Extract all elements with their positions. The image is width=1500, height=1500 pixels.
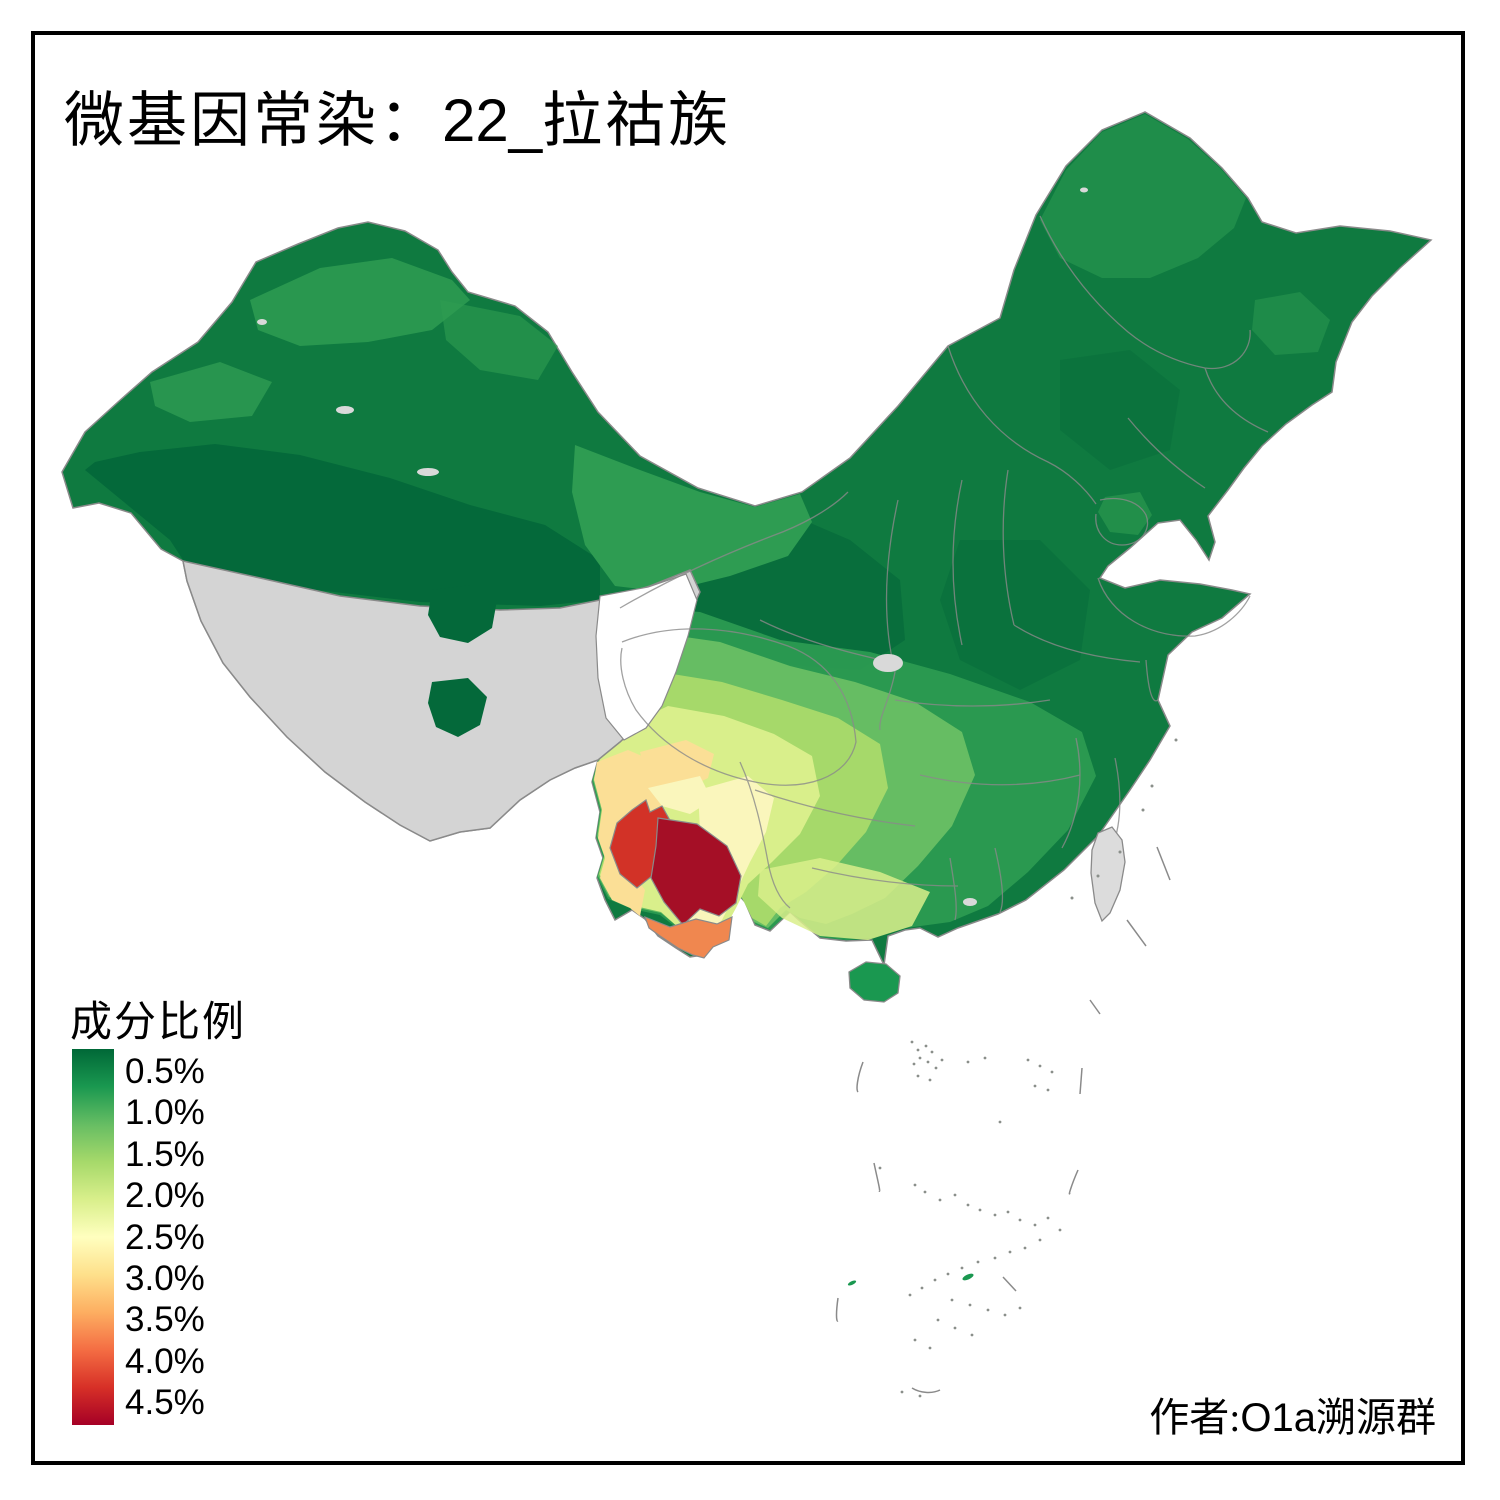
region-puer-dark-red (650, 817, 742, 926)
green-islet-west (847, 1280, 857, 1286)
legend-tick: 0.5% (125, 1052, 205, 1091)
title-ethnic: 拉祜族 (542, 88, 732, 154)
legend-tick: 2.5% (125, 1217, 205, 1257)
legend-title: 成分比例 (70, 1000, 247, 1046)
legend-gradient-bar (72, 1049, 114, 1425)
attribution: 作者:O1a溯源群 (1149, 1385, 1436, 1443)
legend-tick: 2.0% (125, 1176, 205, 1216)
attribution-prefix: 作者: (1149, 1395, 1241, 1440)
taiwan-island (1090, 826, 1126, 923)
attribution-suffix: 溯源群 (1316, 1395, 1436, 1440)
patch-pale-green-guangxi (758, 858, 930, 940)
lakes (257, 187, 1088, 906)
white-no-data-wedge (595, 573, 698, 741)
region-xishuangbanna-orange (643, 915, 733, 959)
tibet-green-enclaves (428, 585, 497, 737)
legend-tick: 1.0% (125, 1093, 205, 1133)
page-title: 微基因常染：22_拉祜族 (64, 72, 731, 159)
legend-tick: 3.0% (125, 1258, 205, 1298)
title-zh-prefix: 微基因常染： (64, 88, 442, 154)
legend-tick-labels: 0.5% 1.0% 1.5% 2.0% 2.5% 3.0% 3.5% 4.0% … (125, 1051, 205, 1424)
green-islet-spratly (962, 1273, 974, 1281)
legend-tick: 1.5% (125, 1134, 205, 1174)
attribution-group: O1a (1240, 1396, 1316, 1440)
legend-tick: 4.0% (125, 1341, 205, 1381)
legend-tick: 3.5% (125, 1300, 205, 1340)
title-index: 22_ (442, 87, 543, 154)
province-borders (619, 215, 1269, 921)
coastal-islets (1070, 738, 1178, 900)
mid-green-patches (150, 114, 1330, 592)
hainan-island (848, 961, 901, 1003)
south-china-sea-islands (847, 1040, 1062, 1398)
island-dash-lines (835, 846, 1171, 1394)
legend-tick: 4.5% (125, 1383, 205, 1423)
